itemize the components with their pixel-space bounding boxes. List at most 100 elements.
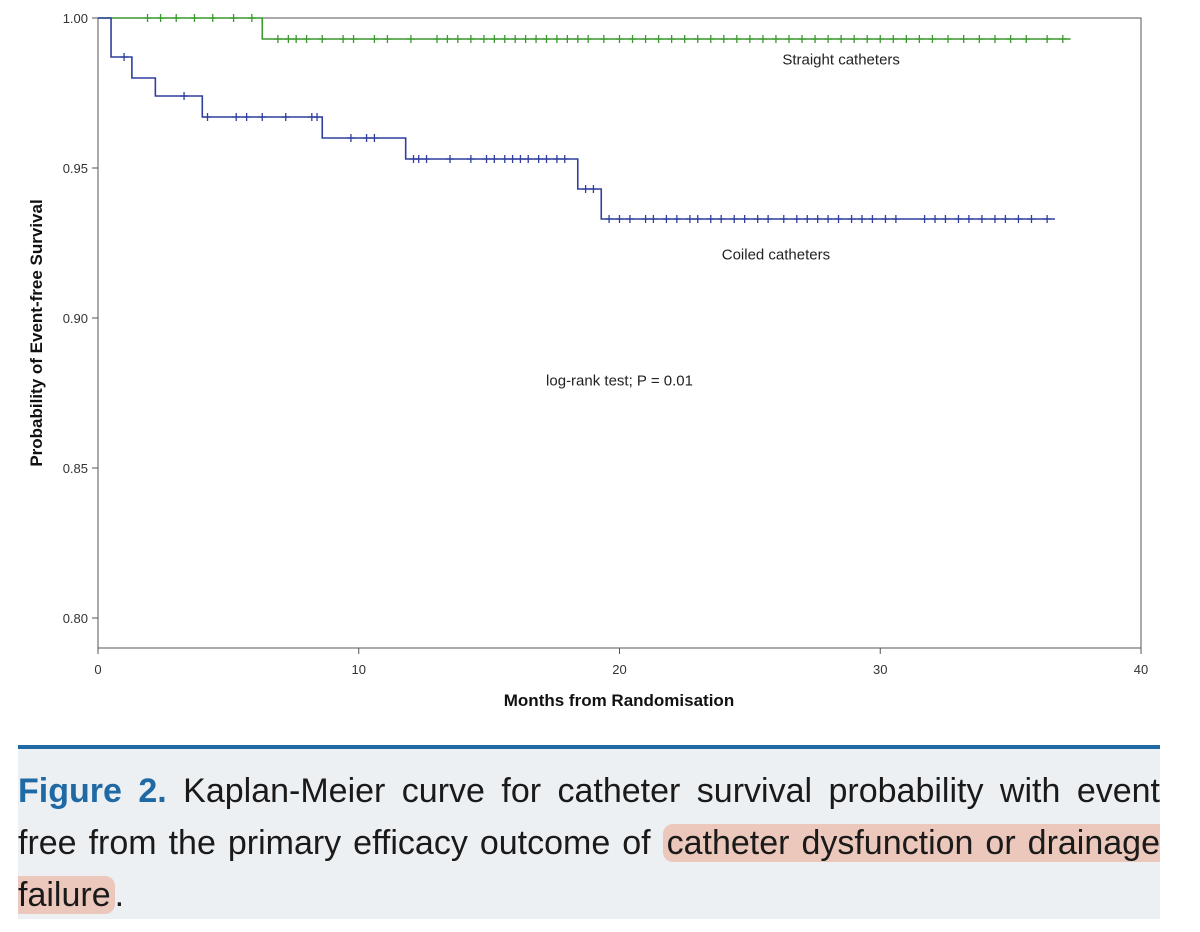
censor-mark [615,215,624,223]
censor-mark [990,35,999,43]
censor-mark [920,215,929,223]
censor-mark [490,155,499,163]
censor-mark [654,35,663,43]
censor-mark [284,35,293,43]
censor-mark [318,35,327,43]
x-axis: 0 10 20 30 40 [94,648,1148,677]
censor-mark [792,215,801,223]
censor-mark [339,35,348,43]
censor-mark [516,155,525,163]
censor-mark [208,14,217,22]
censor-mark [902,35,911,43]
censor-mark [563,35,572,43]
censor-mark [143,14,152,22]
censor-mark [641,35,650,43]
x-tick-label: 40 [1134,662,1148,677]
y-axis: 0.80 0.85 0.90 0.95 1.00 [63,11,98,626]
censor-mark [443,35,452,43]
censor-mark [719,35,728,43]
censor-mark [346,134,355,142]
x-tick-label: 10 [352,662,366,677]
censor-mark [959,35,968,43]
censor-mark [453,35,462,43]
censor-mark [977,215,986,223]
censor-mark [730,215,739,223]
censor-mark [180,92,189,100]
censor-mark [891,215,900,223]
censor-mark [753,215,762,223]
censor-mark [649,215,658,223]
censor-mark [837,35,846,43]
censor-mark [524,155,533,163]
x-tick-label: 30 [873,662,887,677]
censor-mark [229,14,238,22]
censor-mark [1001,215,1010,223]
censor-mark [915,35,924,43]
censor-mark [944,35,953,43]
censor-mark [813,215,822,223]
censor-mark [672,215,681,223]
censor-mark [190,14,199,22]
censor-mark [889,35,898,43]
censor-mark [758,35,767,43]
y-axis-title: Probability of Event-free Survival [27,199,46,466]
y-tick-label: 0.90 [63,311,88,326]
annotation: Coiled catheters [722,247,830,264]
censor-mark [803,215,812,223]
censor-mark [552,35,561,43]
kaplan-meier-chart: 0.80 0.85 0.90 0.95 1.00 0 10 20 30 40 Straight … [27,11,1148,710]
censor-mark [573,35,582,43]
series-coiled-catheters [98,17,1055,223]
censor-mark [824,215,833,223]
censor-mark [383,35,392,43]
censor-mark [954,215,963,223]
censor-mark [302,35,311,43]
censor-mark [834,215,843,223]
censor-mark [313,113,322,121]
censor-mark [1043,215,1052,223]
censor-mark [745,35,754,43]
censor-mark [824,35,833,43]
censor-mark [490,35,499,43]
censor-mark [625,215,634,223]
censor-mark [532,35,541,43]
censor-mark [798,35,807,43]
censor-mark [662,215,671,223]
censor-mark [990,215,999,223]
censor-mark [876,35,885,43]
censor-mark [717,215,726,223]
censor-mark [1043,35,1052,43]
censor-mark [521,35,530,43]
censor-mark [466,35,475,43]
censor-mark [1058,35,1067,43]
censor-mark [605,215,614,223]
censor-mark [552,155,561,163]
caption-end: . [114,876,125,914]
censor-mark [479,35,488,43]
survival-curve-straight-catheters [98,17,1071,40]
censor-mark [292,35,301,43]
censor-mark [542,35,551,43]
censor-mark [370,35,379,43]
censor-mark [764,215,773,223]
censor-mark [1027,215,1036,223]
censor-mark [482,155,491,163]
censor-mark [370,134,379,142]
censor-mark [779,215,788,223]
censor-mark [964,215,973,223]
censor-mark [850,35,859,43]
censor-mark [281,113,290,121]
censor-mark [362,134,371,142]
censor-mark [868,215,877,223]
censor-mark [847,215,856,223]
censor-mark [628,35,637,43]
figure-label: Figure 2. [18,772,167,810]
censor-mark [172,14,181,22]
censor-mark [615,35,624,43]
censor-mark [414,155,423,163]
censor-mark [732,35,741,43]
y-tick-label: 0.95 [63,161,88,176]
censor-mark [771,35,780,43]
censor-mark [508,155,517,163]
censor-mark [706,215,715,223]
